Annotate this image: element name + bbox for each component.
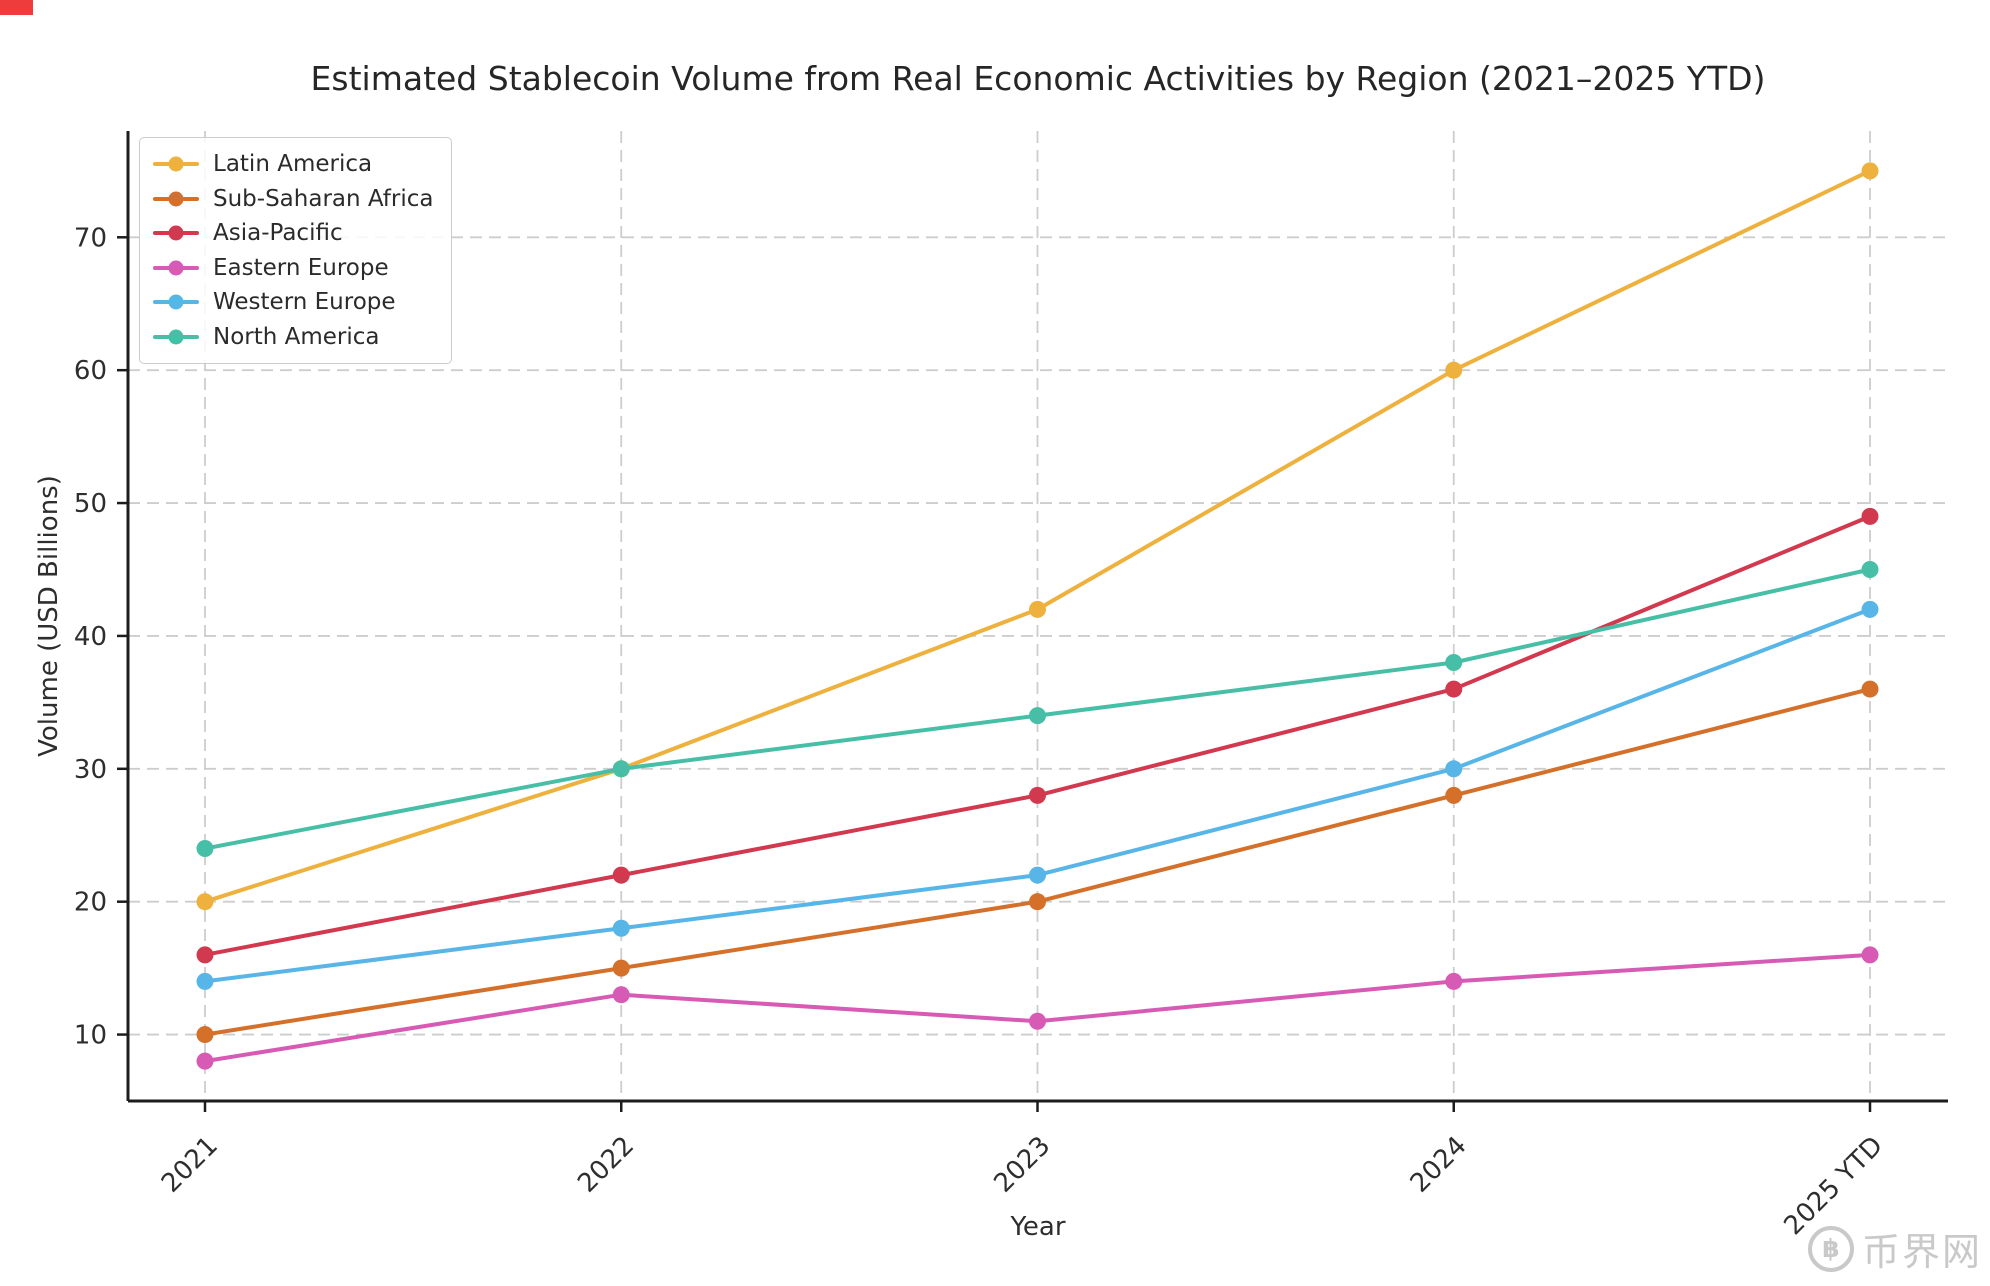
- legend-swatch-eastern-europe: [153, 260, 199, 276]
- legend-marker-dot: [168, 294, 184, 310]
- btc-coin-icon: ฿: [1807, 1225, 1854, 1272]
- data-point-latin-america-2023: [1029, 600, 1046, 618]
- data-point-eastern-europe-2024: [1445, 972, 1463, 990]
- data-point-asia-pacific-2025-ytd: [1861, 507, 1879, 525]
- x-tick-label-2022: 2022: [572, 1131, 640, 1199]
- legend-marker-dot: [168, 156, 184, 172]
- data-point-north-america-2024: [1445, 654, 1463, 672]
- legend-label: Sub-Saharan Africa: [213, 185, 434, 212]
- data-point-western-europe-2022: [612, 919, 630, 937]
- data-point-western-europe-2023: [1029, 866, 1046, 884]
- data-point-sub-saharan-africa-2021: [196, 1026, 214, 1044]
- legend-item-asia-pacific: Asia-Pacific: [153, 216, 433, 251]
- watermark-text: 币界网: [1861, 1230, 1982, 1274]
- legend-swatch-western-europe: [153, 294, 199, 310]
- data-point-eastern-europe-2025-ytd: [1861, 946, 1879, 964]
- y-tick-label-70: 70: [74, 223, 107, 253]
- data-point-north-america-2025-ytd: [1861, 560, 1879, 578]
- data-point-latin-america-2024: [1445, 361, 1463, 379]
- y-tick-label-30: 30: [74, 755, 107, 785]
- data-point-north-america-2022: [612, 760, 630, 778]
- watermark: ฿ 币界网: [1807, 1221, 1982, 1276]
- series-line-asia-pacific: [203, 514, 1872, 957]
- legend-swatch-asia-pacific: [153, 225, 199, 241]
- data-point-asia-pacific-2021: [196, 946, 214, 964]
- y-tick-label-60: 60: [74, 356, 107, 386]
- data-point-western-europe-2024: [1445, 760, 1463, 778]
- data-point-asia-pacific-2024: [1445, 680, 1463, 698]
- data-point-sub-saharan-africa-2024: [1445, 786, 1463, 804]
- data-point-western-europe-2021: [196, 972, 214, 990]
- legend-label: Latin America: [213, 151, 373, 178]
- data-point-eastern-europe-2022: [612, 986, 630, 1004]
- x-tick-label-2024: 2024: [1405, 1131, 1473, 1199]
- legend-marker-dot: [168, 225, 184, 241]
- x-axis-label: Year: [1010, 1212, 1066, 1242]
- legend-label: Eastern Europe: [213, 254, 389, 281]
- data-point-sub-saharan-africa-2025-ytd: [1861, 680, 1879, 698]
- y-axis-label: Volume (USD Billions): [34, 475, 64, 757]
- legend-marker-dot: [168, 191, 184, 207]
- data-point-latin-america-2025-ytd: [1861, 162, 1879, 180]
- legend-item-latin-america: Latin America: [153, 147, 433, 182]
- data-point-asia-pacific-2023: [1029, 786, 1046, 804]
- x-tick-label-2023: 2023: [988, 1131, 1056, 1199]
- legend-swatch-north-america: [153, 329, 199, 345]
- legend-item-eastern-europe: Eastern Europe: [153, 251, 433, 286]
- x-tick-label-2021: 2021: [156, 1131, 224, 1199]
- legend-swatch-latin-america: [153, 156, 199, 172]
- data-point-sub-saharan-africa-2023: [1029, 893, 1046, 911]
- data-point-north-america-2023: [1029, 707, 1046, 725]
- y-tick-label-50: 50: [74, 489, 107, 519]
- legend-label: Asia-Pacific: [213, 220, 343, 247]
- data-point-sub-saharan-africa-2022: [612, 959, 630, 977]
- chart-title: Estimated Stablecoin Volume from Real Ec…: [310, 59, 1766, 98]
- y-tick-label-20: 20: [74, 888, 107, 918]
- y-tick-label-10: 10: [74, 1021, 107, 1051]
- data-point-eastern-europe-2023: [1029, 1012, 1046, 1030]
- data-point-asia-pacific-2022: [612, 866, 630, 884]
- legend-marker-dot: [168, 260, 184, 276]
- data-point-eastern-europe-2021: [196, 1052, 214, 1070]
- y-tick-label-40: 40: [74, 622, 107, 652]
- legend-item-sub-saharan-africa: Sub-Saharan Africa: [153, 182, 433, 217]
- legend-swatch-sub-saharan-africa: [153, 191, 199, 207]
- red-corner-artifact: [0, 0, 33, 15]
- data-point-latin-america-2021: [196, 893, 214, 911]
- data-point-western-europe-2025-ytd: [1861, 600, 1879, 618]
- legend-item-north-america: North America: [153, 320, 433, 355]
- legend-label: North America: [213, 323, 380, 350]
- legend-marker-dot: [168, 329, 184, 345]
- legend-label: Western Europe: [213, 289, 396, 316]
- data-point-north-america-2021: [196, 840, 214, 858]
- legend-item-western-europe: Western Europe: [153, 285, 433, 320]
- legend-box: Latin America Sub-Saharan Africa Asia-Paci…: [139, 137, 453, 364]
